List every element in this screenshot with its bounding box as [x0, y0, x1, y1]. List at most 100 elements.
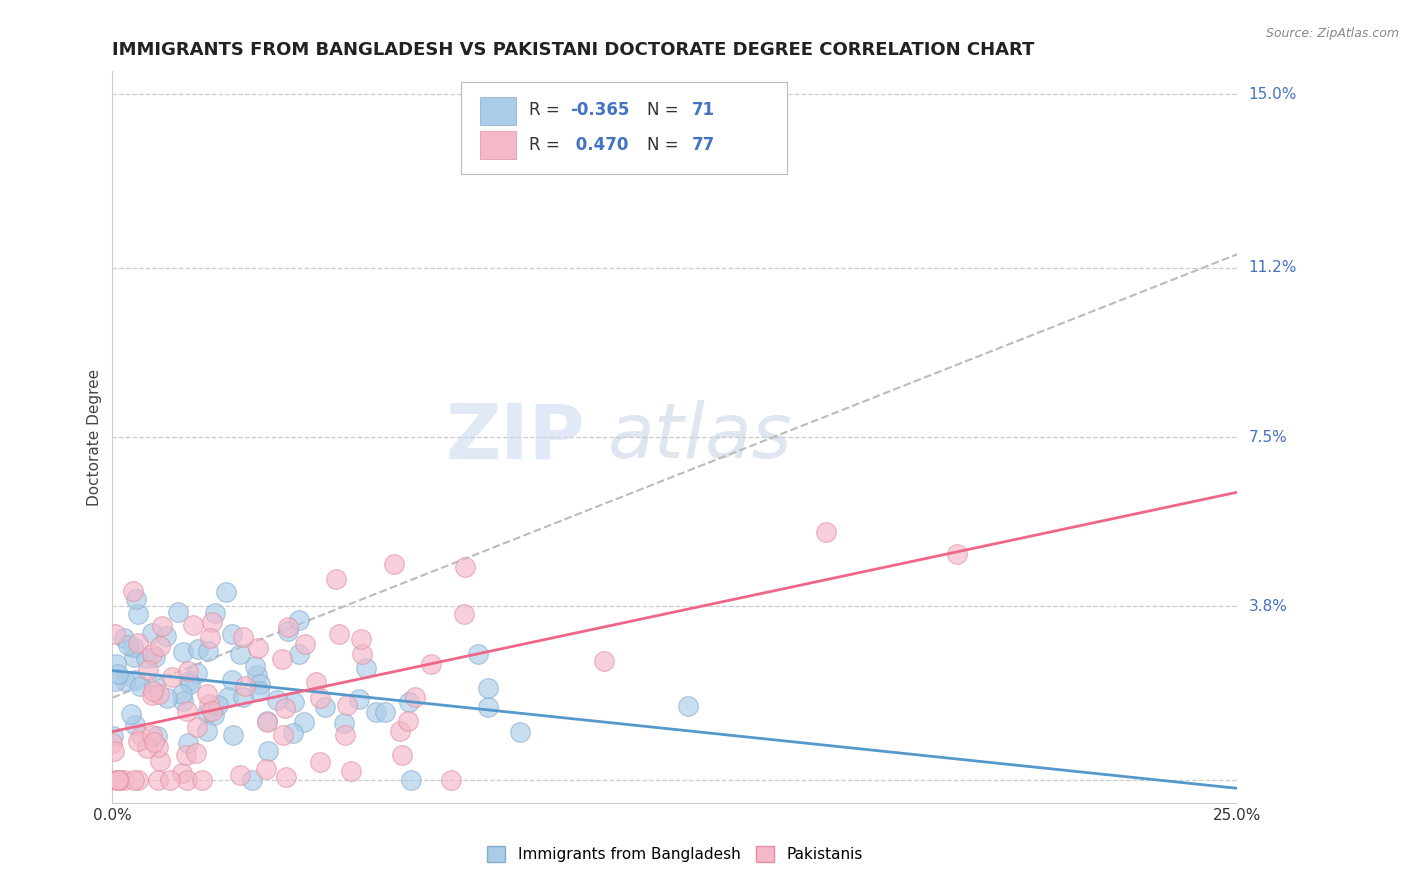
Point	[404, 690, 426, 704]
Point	[105, 772, 128, 787]
Point	[946, 547, 969, 561]
Point	[201, 615, 224, 630]
Point	[186, 746, 208, 760]
Point	[592, 654, 614, 668]
Point	[398, 695, 420, 709]
Point	[101, 736, 124, 750]
Point	[179, 677, 201, 691]
Point	[396, 714, 419, 728]
Point	[142, 683, 165, 698]
Point	[127, 636, 149, 650]
Point	[292, 714, 315, 729]
Point	[156, 691, 179, 706]
Text: 0.470: 0.470	[571, 136, 628, 153]
Point	[214, 585, 236, 599]
Text: ZIP: ZIP	[446, 401, 585, 474]
Text: Source: ZipAtlas.com: Source: ZipAtlas.com	[1265, 27, 1399, 40]
Point	[382, 558, 405, 572]
Point	[177, 736, 200, 750]
Point	[121, 584, 143, 599]
Point	[221, 673, 243, 687]
Point	[127, 734, 149, 748]
Point	[305, 675, 328, 690]
Point	[440, 772, 463, 787]
Point	[143, 649, 166, 664]
Point	[195, 687, 218, 701]
Point	[141, 647, 163, 661]
Point	[174, 748, 197, 763]
Point	[336, 698, 359, 713]
Point	[294, 637, 316, 651]
Point	[117, 639, 139, 653]
Text: R =: R =	[529, 136, 565, 153]
Point	[350, 647, 373, 661]
Point	[125, 591, 148, 606]
Point	[246, 668, 269, 682]
Point	[166, 605, 188, 619]
Point	[391, 747, 413, 762]
Point	[181, 617, 204, 632]
Point	[232, 690, 254, 704]
Point	[149, 639, 172, 653]
Point	[277, 620, 299, 634]
Point	[104, 657, 127, 672]
Point	[186, 719, 208, 733]
Point	[314, 699, 336, 714]
Point	[173, 694, 195, 708]
Point	[112, 631, 135, 645]
Point	[347, 691, 370, 706]
Point	[283, 695, 305, 709]
Point	[274, 701, 297, 715]
Point	[217, 690, 239, 705]
Point	[107, 667, 129, 681]
Point	[143, 678, 166, 692]
Point	[247, 683, 270, 698]
Point	[141, 728, 163, 742]
Text: 11.2%: 11.2%	[1249, 260, 1296, 276]
Point	[198, 631, 221, 645]
Point	[202, 708, 225, 723]
Point	[141, 626, 163, 640]
Text: 7.5%: 7.5%	[1249, 430, 1286, 444]
Point	[399, 772, 422, 787]
Point	[127, 607, 149, 621]
Point	[477, 681, 499, 695]
Legend: Immigrants from Bangladesh, Pakistanis: Immigrants from Bangladesh, Pakistanis	[481, 840, 869, 868]
Point	[177, 673, 200, 688]
Point	[232, 630, 254, 644]
Point	[187, 642, 209, 657]
Point	[676, 699, 699, 714]
Point	[197, 697, 219, 711]
Point	[420, 657, 443, 671]
Text: 3.8%: 3.8%	[1249, 599, 1288, 614]
Point	[477, 700, 499, 714]
Point	[221, 627, 243, 641]
Point	[107, 772, 129, 787]
Point	[172, 645, 194, 659]
Point	[288, 613, 311, 627]
Point	[170, 766, 193, 780]
Point	[131, 729, 153, 743]
Point	[122, 650, 145, 665]
Point	[364, 705, 387, 719]
Point	[333, 716, 356, 731]
Y-axis label: Doctorate Degree: Doctorate Degree	[87, 368, 103, 506]
Point	[177, 664, 200, 678]
Point	[509, 724, 531, 739]
Point	[256, 714, 278, 728]
Text: 77: 77	[692, 136, 716, 153]
Point	[135, 651, 157, 665]
Point	[228, 647, 250, 661]
Point	[271, 728, 294, 742]
Point	[207, 698, 229, 713]
Point	[201, 704, 224, 718]
Point	[308, 755, 330, 769]
Point	[243, 658, 266, 673]
Point	[122, 772, 145, 787]
Point	[104, 674, 127, 689]
Text: N =: N =	[647, 101, 683, 120]
Point	[274, 770, 297, 784]
Point	[159, 772, 181, 787]
Point	[103, 729, 125, 743]
Point	[108, 772, 131, 787]
